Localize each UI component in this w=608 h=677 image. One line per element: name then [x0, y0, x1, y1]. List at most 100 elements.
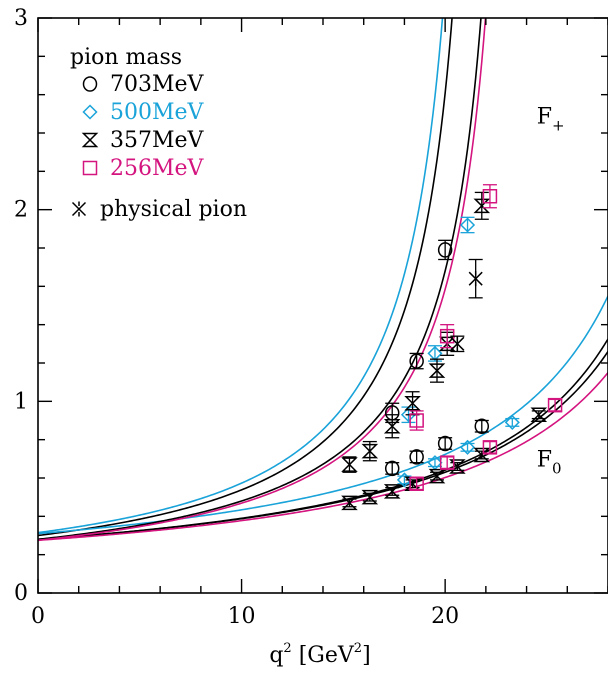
- hourglass-marker: [530, 407, 548, 422]
- point-marker: [341, 457, 358, 472]
- point-marker: [383, 419, 401, 434]
- x-tick-label: 20: [431, 604, 459, 629]
- point-marker: [450, 336, 465, 352]
- hourglass-marker: [383, 484, 401, 499]
- data-point: [428, 358, 446, 383]
- point-marker: [404, 396, 421, 411]
- point-marker: [409, 413, 424, 428]
- data-point: [530, 407, 548, 422]
- point-marker: [474, 418, 490, 434]
- x-axis-label-sup: 2: [283, 641, 291, 656]
- legend-label: physical pion: [100, 197, 247, 222]
- data-point: [409, 410, 424, 431]
- data-point: [341, 456, 358, 473]
- square-marker: [547, 397, 563, 413]
- point-marker: [361, 489, 379, 505]
- diamond-marker: [427, 345, 443, 361]
- data-point: [459, 216, 476, 234]
- point-marker: [409, 476, 424, 491]
- hourglass-marker: [81, 132, 99, 148]
- point-marker: [547, 397, 563, 413]
- asterisk-marker: [71, 201, 87, 217]
- legend-marker: [82, 160, 98, 176]
- x-tick-label: 0: [31, 604, 45, 629]
- data-point: [361, 489, 379, 505]
- x-axis-label-base: q: [269, 643, 283, 668]
- point-marker: [428, 468, 446, 484]
- data-point: [450, 335, 465, 353]
- square-marker: [409, 413, 424, 428]
- fplus-fit-curve: [38, 18, 444, 534]
- hourglass-marker: [428, 363, 446, 378]
- circle-marker: [384, 460, 400, 477]
- hourglass-marker: [449, 459, 466, 474]
- data-point: [474, 418, 490, 434]
- circle-marker: [409, 449, 424, 465]
- point-marker: [438, 336, 456, 352]
- x-axis-label: q2 [GeV2]: [269, 641, 370, 668]
- circle-marker: [82, 76, 98, 92]
- fit-curves: [38, 18, 608, 542]
- hourglass-marker: [383, 419, 401, 434]
- data-point: [409, 449, 424, 465]
- x-axis-label-unit-open: [GeV: [299, 643, 355, 668]
- data-point: [409, 476, 424, 491]
- fzero-fit-curve: [38, 351, 608, 541]
- fzero-fit-curve: [38, 295, 608, 535]
- point-marker: [482, 189, 498, 204]
- circle-marker: [437, 435, 453, 452]
- diamond-marker: [459, 217, 476, 233]
- fplus-fit-curve: [38, 18, 482, 541]
- curve-label: F0: [537, 448, 562, 478]
- y-tick-label: 3: [14, 6, 28, 31]
- x-axis-label-unit-close: ]: [362, 643, 371, 668]
- asterisk-marker: [468, 271, 483, 287]
- point-marker: [459, 217, 476, 233]
- y-tick-label: 2: [14, 198, 28, 223]
- square-marker: [482, 440, 498, 455]
- fplus-fit-curve: [38, 18, 487, 542]
- x-tick-label: 10: [228, 604, 256, 629]
- legend-marker: [82, 104, 98, 120]
- legend-marker: [82, 76, 98, 92]
- data-point: [473, 191, 491, 220]
- legend-marker: [71, 201, 87, 217]
- fzero-fit-curve: [38, 338, 608, 541]
- data-point: [428, 468, 446, 484]
- data-point: [439, 324, 455, 349]
- point-marker: [504, 414, 520, 430]
- data-point: [437, 435, 453, 452]
- hourglass-marker: [428, 468, 446, 484]
- point-marker: [383, 484, 401, 499]
- data-point: [341, 495, 358, 511]
- data-point: [547, 397, 563, 413]
- y-tick-label: 1: [14, 389, 28, 414]
- square-marker: [82, 160, 98, 176]
- x-axis-label-unit-sup: 2: [354, 641, 362, 656]
- square-marker: [482, 189, 498, 204]
- hourglass-marker: [404, 396, 421, 411]
- point-marker: [341, 495, 358, 511]
- circle-marker: [437, 242, 453, 258]
- legend-label: 703MeV: [110, 72, 205, 97]
- hourglass-marker: [361, 443, 379, 459]
- data-point: [504, 414, 520, 430]
- point-marker: [459, 439, 476, 455]
- data-point: [384, 460, 400, 477]
- data-point: [361, 440, 379, 462]
- point-marker: [449, 459, 466, 474]
- circle-marker: [474, 418, 490, 434]
- data-point: [439, 455, 455, 470]
- hourglass-marker: [341, 495, 358, 511]
- diamond-marker: [82, 104, 98, 120]
- point-marker: [437, 435, 453, 452]
- data-points: [341, 184, 563, 511]
- data-point: [437, 239, 453, 261]
- point-marker: [361, 443, 379, 459]
- point-marker: [409, 449, 424, 465]
- point-marker: [439, 455, 455, 470]
- data-point: [468, 258, 483, 299]
- point-marker: [530, 407, 548, 422]
- data-point: [482, 184, 498, 209]
